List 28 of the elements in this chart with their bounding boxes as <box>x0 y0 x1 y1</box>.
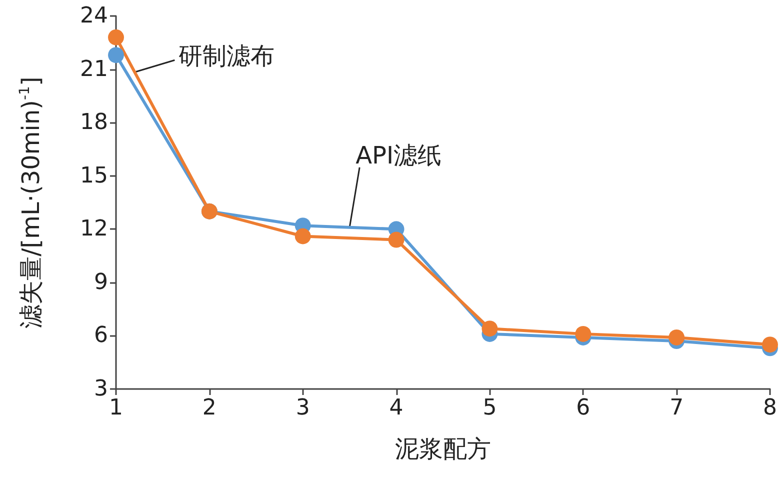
y-axis-title: 滤失量/[mL·(30min)-1] <box>17 76 45 328</box>
point <box>108 47 124 64</box>
text: API滤纸 <box>356 141 442 170</box>
x-tick-label: 3 <box>296 396 310 420</box>
y-tick-label: 18 <box>80 110 108 136</box>
y-tick-label: 9 <box>94 270 108 295</box>
y-tick-label: 12 <box>80 216 108 242</box>
point <box>668 329 685 346</box>
x-tick-label: 4 <box>389 396 404 420</box>
series-label: 研制滤布 <box>178 42 275 70</box>
point <box>575 326 592 342</box>
point <box>294 228 311 244</box>
x-tick-label: 7 <box>670 396 684 420</box>
x-tick-label: 5 <box>482 396 497 420</box>
y-tick-label: 3 <box>94 376 108 402</box>
y-tick-label: 6 <box>94 323 108 348</box>
x-tick-label: 6 <box>576 396 590 420</box>
x-tick-label: 2 <box>202 396 216 420</box>
x-tick-label: 8 <box>763 396 777 420</box>
point <box>388 232 404 248</box>
y-tick-label: 15 <box>80 163 108 188</box>
x-tick-label: 1 <box>109 396 123 420</box>
point <box>482 320 498 337</box>
x-axis-title: 泥浆配方 <box>395 435 491 463</box>
y-tick-label: 21 <box>80 56 108 82</box>
y-tick-label: 24 <box>80 4 108 28</box>
point <box>108 29 124 46</box>
point <box>762 336 778 353</box>
